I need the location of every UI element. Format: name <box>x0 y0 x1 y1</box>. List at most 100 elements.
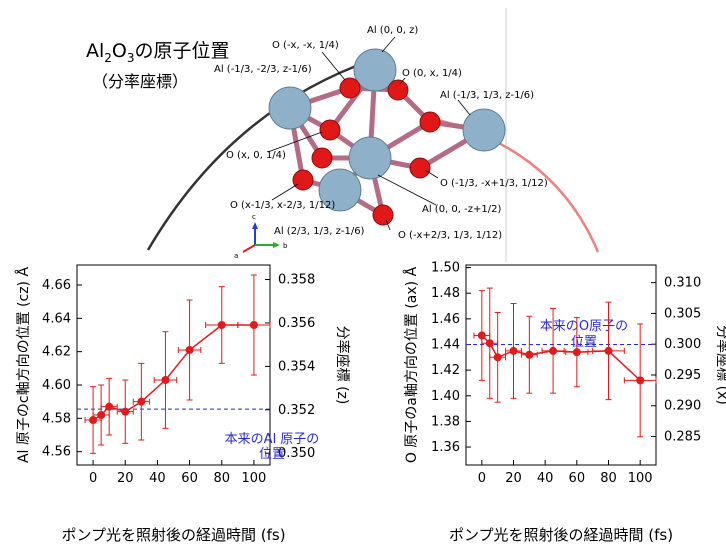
data-point <box>161 376 170 384</box>
leader-line <box>424 169 439 179</box>
data-point <box>485 339 494 348</box>
al-atom <box>268 86 312 130</box>
leader-line <box>271 183 299 201</box>
o-atom <box>319 119 341 141</box>
o-atom <box>339 77 361 99</box>
crystal-axes-indicator: c b a <box>234 213 288 260</box>
atom-group <box>268 48 506 226</box>
x-axis-label: ポンプ光を照射後の経過時間 (fs) <box>61 526 285 544</box>
title-sub-1: 2 <box>104 50 112 65</box>
o-atom <box>409 157 431 179</box>
structure-label: O (x, 0, 1/4) <box>226 150 286 161</box>
y-tick-label: 4.66 <box>42 278 71 293</box>
y-tick-label: 4.62 <box>42 345 71 360</box>
structure-label: O (x-1/3, x-2/3, 1/12) <box>230 200 335 211</box>
y2-tick-label: 0.300 <box>664 337 701 352</box>
a-axis-icon <box>242 244 256 253</box>
reference-label: 本来のO原子の <box>540 319 628 334</box>
structure-label: Al (0, 0, -z+1/2) <box>422 204 501 215</box>
title-prefix: Al <box>86 40 105 62</box>
x-tick-label: 40 <box>149 471 166 486</box>
y2-tick-label: 0.354 <box>278 359 315 374</box>
o-position-chart: 0 20 40 60 80 100 1.36 1.38 1.40 1.42 1.44 1.46 1.48… <box>403 261 726 544</box>
data-point <box>137 397 146 406</box>
plot-frame <box>76 264 271 466</box>
x-tick-label: 20 <box>117 471 134 486</box>
al-atom <box>353 48 397 92</box>
structure-label: O (0, x, 1/4) <box>402 68 462 79</box>
data-point <box>217 321 226 329</box>
c-axis-arrowhead-icon <box>252 222 258 229</box>
title-mid: O <box>111 40 127 62</box>
y-tick-label: 1.48 <box>431 286 460 301</box>
b-axis-arrowhead-icon <box>273 242 280 248</box>
y-tick-label: 4.60 <box>42 378 71 393</box>
structure-label: Al (0, 0, z) <box>367 25 418 36</box>
y-tick-label: 4.58 <box>42 411 71 426</box>
x-tick-label: 0 <box>89 471 97 486</box>
y2-tick-label: 0.358 <box>278 273 315 288</box>
y-tick-label: 1.50 <box>431 261 460 276</box>
leader-line <box>321 51 346 81</box>
data-point <box>604 346 613 355</box>
data-point <box>572 348 581 357</box>
data-point <box>477 331 486 340</box>
x-tick-label: 100 <box>242 471 267 486</box>
structure-label: Al (2/3, 1/3, z-1/6) <box>274 226 365 237</box>
data-point <box>97 411 106 419</box>
y-tick-label: 1.38 <box>431 414 460 429</box>
y-tick-label: 4.56 <box>42 445 71 460</box>
o-atom <box>419 111 441 133</box>
axis-label-c: c <box>252 213 256 221</box>
y2-tick-label: 0.290 <box>664 399 701 414</box>
data-point <box>636 376 645 385</box>
y-tick-label: 1.46 <box>431 312 460 327</box>
data-point <box>89 416 98 424</box>
o-atom <box>292 169 314 191</box>
x-tick-label: 40 <box>537 471 554 486</box>
x-tick-label: 80 <box>213 471 230 486</box>
y-tick-label: 4.64 <box>42 311 71 326</box>
y2-axis-label: 分率座標 (z) <box>334 326 351 405</box>
reference-label: 本来のAl 原子の <box>225 432 320 447</box>
y-tick-label: 1.36 <box>431 440 460 455</box>
y-tick-label: 1.44 <box>431 337 460 352</box>
data-point <box>509 346 518 355</box>
data-point <box>121 407 130 416</box>
reference-label: 位置 <box>571 335 597 350</box>
y2-tick-label: 0.285 <box>664 430 701 445</box>
axis-label-b: b <box>283 242 288 250</box>
structure-label: O (-1/3, -x+1/3, 1/12) <box>440 178 548 189</box>
o-atom <box>311 147 333 169</box>
leader-line <box>399 77 406 85</box>
structure-labels: Al (0, 0, z) O (-x, -x, 1/4) Al (-1/3, -… <box>214 25 548 241</box>
arrow-to-al-chart <box>146 58 373 251</box>
leader-line <box>457 99 471 116</box>
label-leaders <box>267 36 471 231</box>
y2-tick-label: 0.356 <box>278 316 315 331</box>
y2-tick-label: 0.352 <box>278 403 315 418</box>
x-tick-label: 0 <box>478 471 486 486</box>
al-position-chart: 0 20 40 60 80 100 4.56 4.58 4.60 4.62 4.64 4.66 0.35… <box>15 264 351 544</box>
figure-title: Al2O3の原子位置 <box>86 36 230 65</box>
data-point <box>549 346 558 355</box>
y-axis-label: Al 原子のc軸方向の位置 (cz) Å <box>15 267 32 463</box>
x-tick-label: 60 <box>569 471 586 486</box>
y2-tick-label: 0.310 <box>664 276 701 291</box>
al-atom <box>318 168 362 212</box>
y-axis-label: O 原子のa軸方向の位置 (ax) Å <box>403 266 420 463</box>
x-tick-label: 20 <box>505 471 522 486</box>
x-tick-label: 80 <box>600 471 617 486</box>
data-point <box>105 402 114 411</box>
x-axis-label: ポンプ光を照射後の経過時間 (fs) <box>449 526 673 544</box>
y2-tick-label: 0.295 <box>664 368 701 383</box>
x-tick-label: 100 <box>628 471 653 486</box>
structure-label: Al (-1/3, -2/3, z-1/6) <box>214 64 312 75</box>
y2-tick-label: 0.350 <box>278 446 315 461</box>
y2-tick-label: 0.305 <box>664 306 701 321</box>
leader-line <box>385 219 391 231</box>
o-atom <box>387 79 409 101</box>
y2-axis-label: 分率座標 (x) <box>714 325 726 405</box>
o-atom <box>372 204 394 226</box>
